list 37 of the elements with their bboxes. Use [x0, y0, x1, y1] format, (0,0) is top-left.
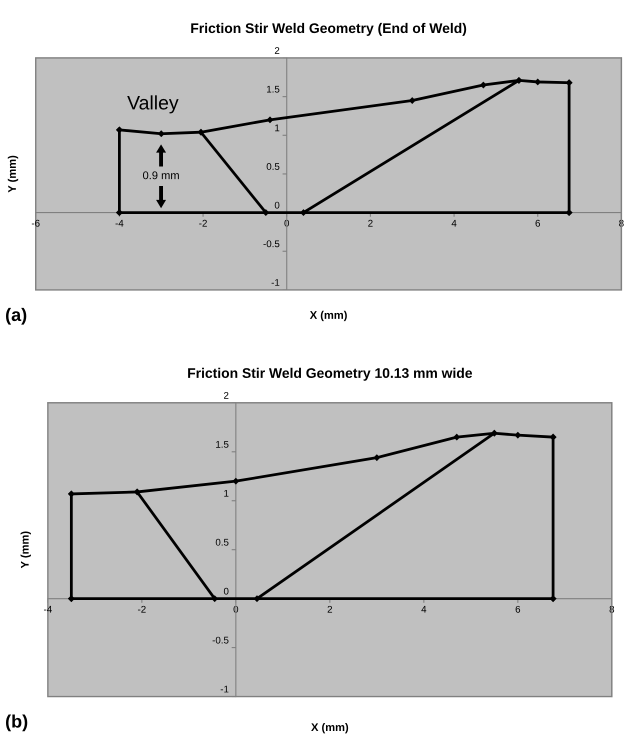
x-tick-label: 6 — [536, 220, 540, 227]
y-tick-label: 2 — [224, 392, 228, 399]
x-tick-label: 0 — [284, 220, 290, 227]
chart-title: Friction Stir Weld Geometry (End of Weld) — [191, 22, 466, 36]
x-tick-label: -6 — [32, 220, 40, 227]
y-tick-label: -1 — [220, 686, 228, 692]
y-axis-title: Y (mm) — [20, 532, 31, 568]
x-tick-label: -4 — [44, 606, 52, 613]
chart-title: Friction Stir Weld Geometry 10.13 mm wide — [188, 368, 472, 381]
text: (a) — [6, 308, 26, 325]
x-tick-label: 4 — [452, 220, 456, 227]
x-axis-title: X (mm) — [310, 310, 347, 322]
x-tick-label: -4 — [116, 220, 124, 227]
y-tick-label: 1 — [224, 490, 228, 497]
y-tick-label: -1 — [272, 279, 280, 286]
y-tick-label: 0 — [274, 202, 280, 209]
x-tick-label: -2 — [199, 220, 207, 227]
x-axis-title: X (mm) — [311, 722, 348, 734]
x-tick-label: 0 — [234, 606, 238, 613]
y-tick-label: -0.5 — [263, 240, 280, 248]
y-tick-label: -0.5 — [212, 636, 228, 644]
x-tick-label: -2 — [138, 606, 146, 613]
x-tick-label: 6 — [516, 606, 520, 613]
y-axis-title: Y (mm) — [8, 156, 18, 192]
y-tick-label: 1.5 — [267, 86, 280, 93]
x-tick-label: 2 — [328, 606, 332, 613]
y-tick-label: 0.5 — [266, 163, 280, 170]
annotation: Valley — [127, 95, 179, 114]
x-tick-label: 4 — [421, 606, 426, 613]
y-tick-label: 0.5 — [216, 538, 228, 546]
text: (b) — [6, 714, 28, 732]
y-tick-label: 0 — [224, 588, 229, 595]
y-tick-label: 2 — [274, 47, 280, 54]
annotation: 0.9 mm — [142, 171, 179, 180]
y-tick-label: 1 — [275, 124, 280, 132]
y-tick-label: 1.5 — [216, 441, 228, 448]
x-tick-label: 2 — [368, 220, 373, 227]
